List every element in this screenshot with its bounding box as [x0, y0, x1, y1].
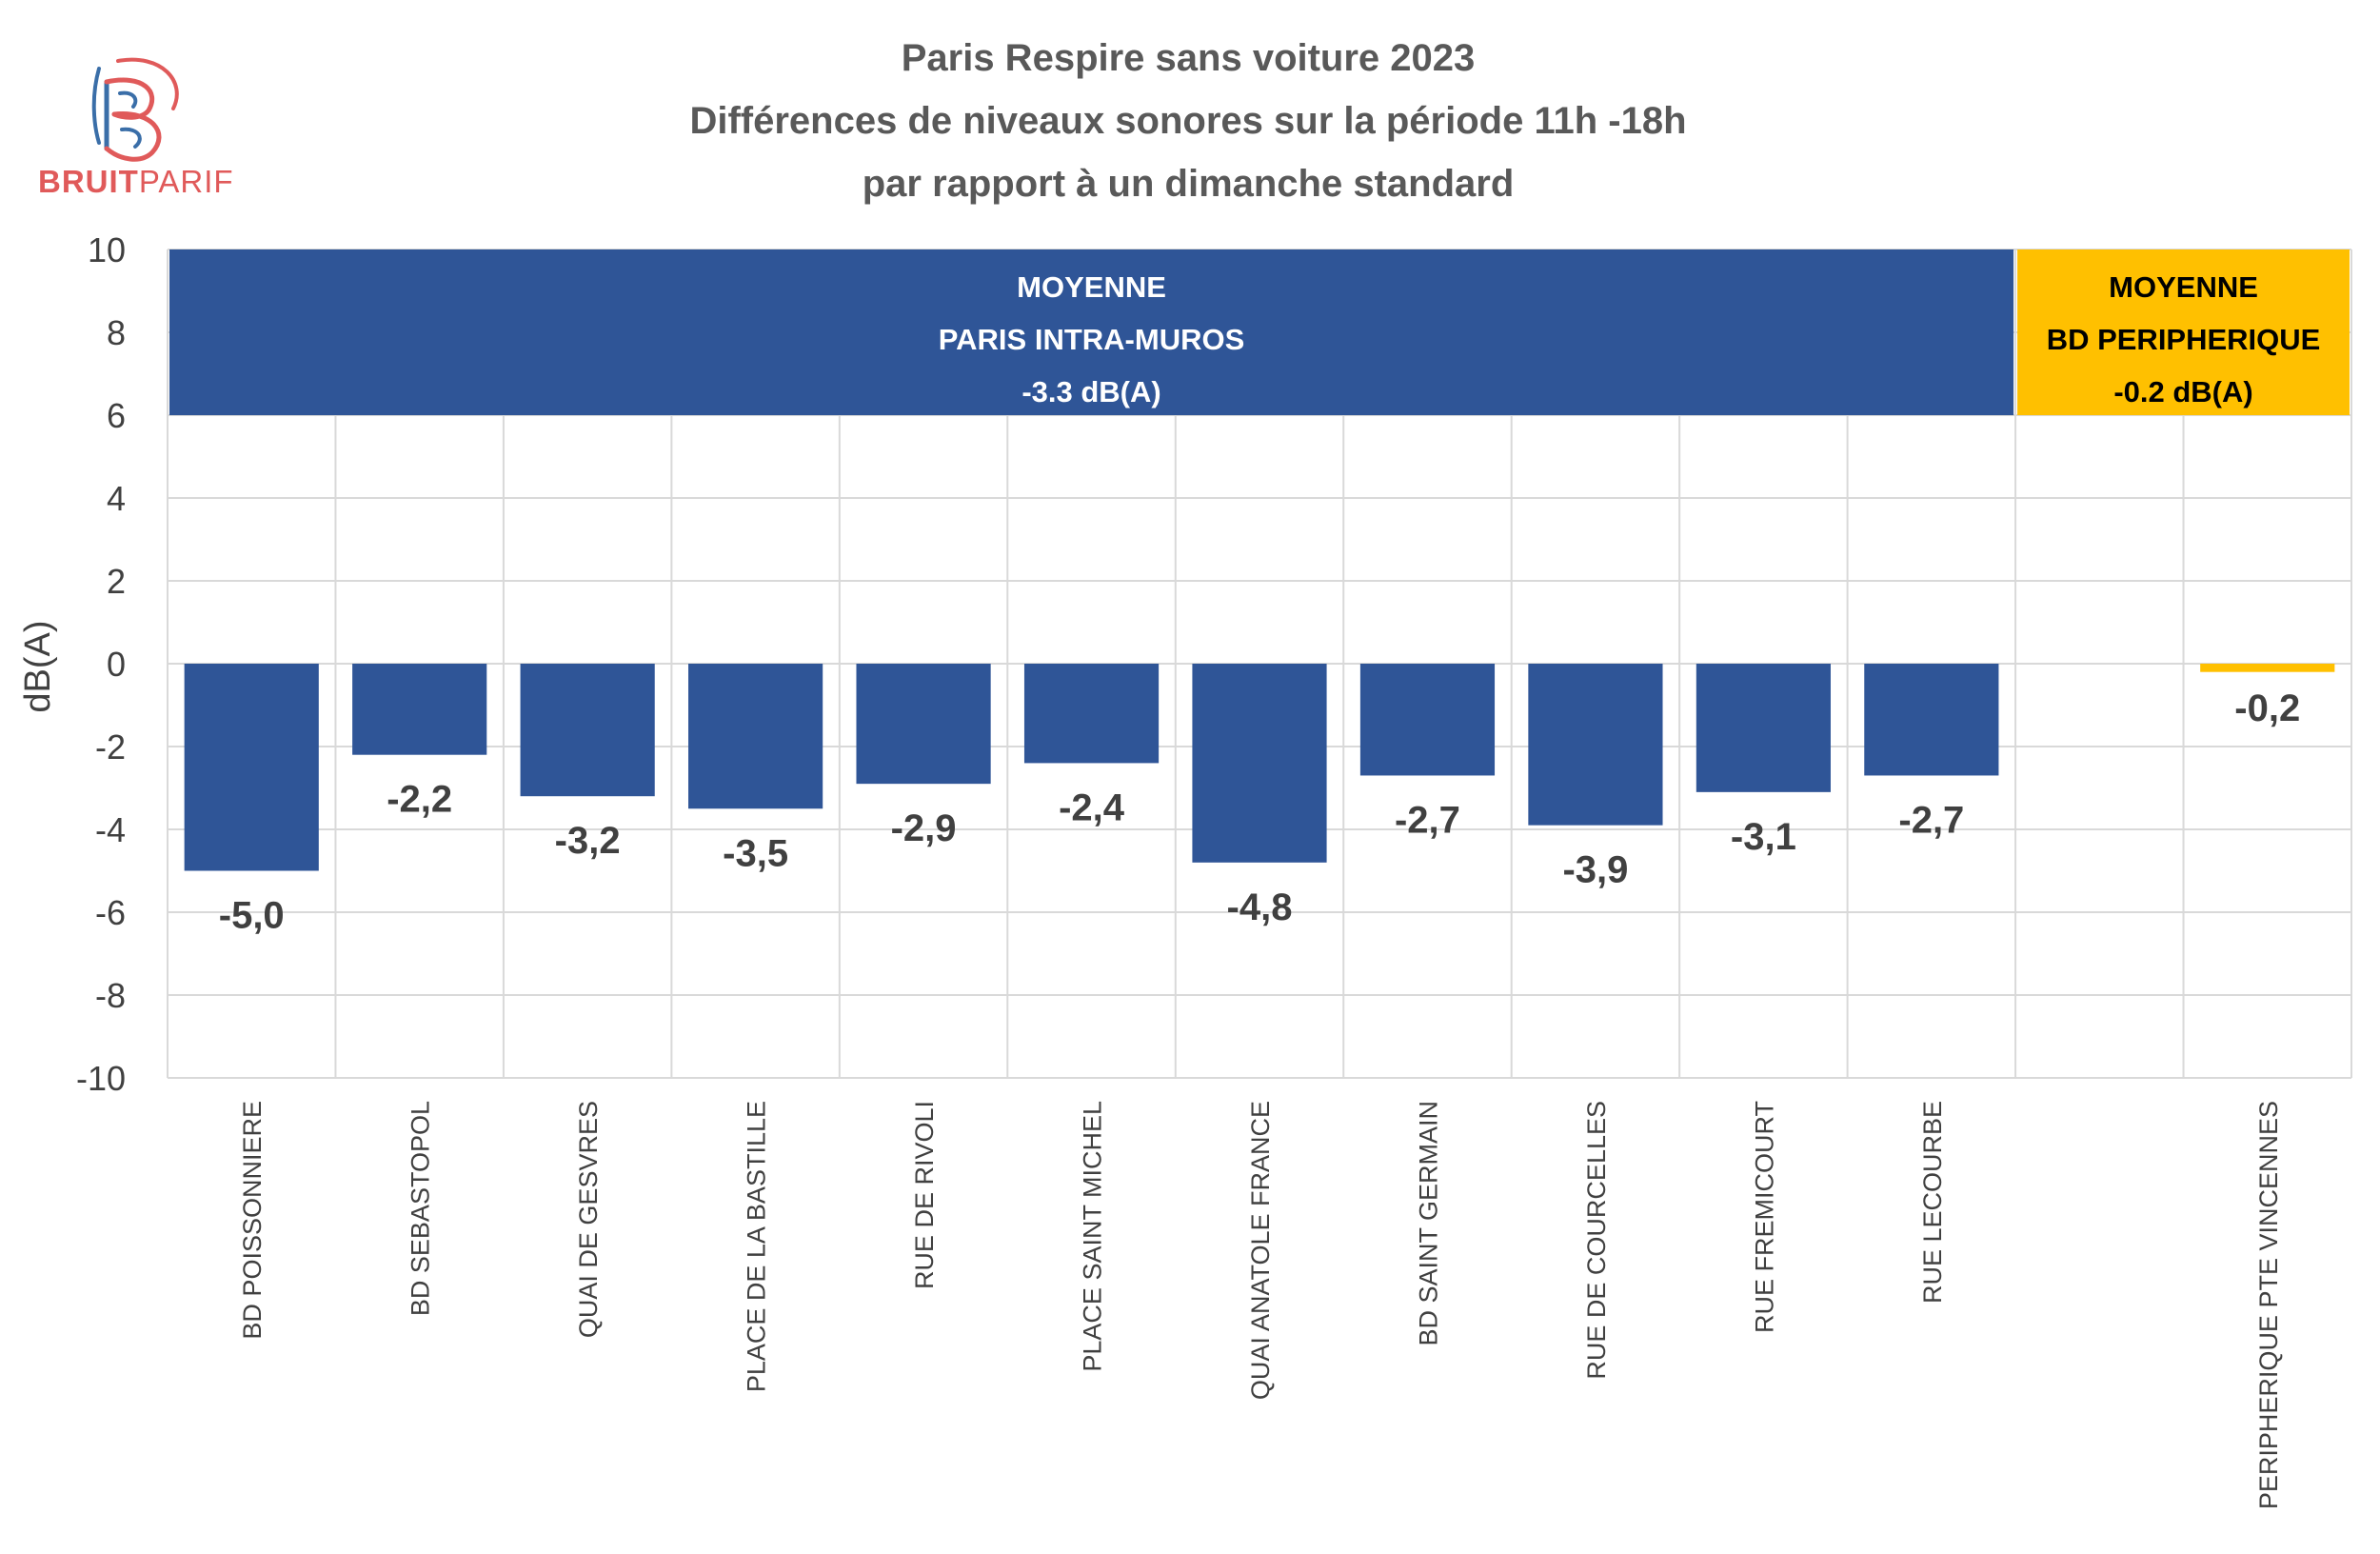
y-tick-label: 10 [88, 230, 126, 269]
value-label: -5,0 [219, 895, 285, 937]
x-category-label: RUE DE RIVOLI [910, 1101, 939, 1289]
y-tick-label: -8 [95, 976, 126, 1015]
y-tick-label: 6 [107, 396, 126, 435]
y-tick-label: -10 [76, 1059, 126, 1098]
y-tick-label: -2 [95, 727, 126, 767]
y-tick-label: 0 [107, 645, 126, 684]
bar [1864, 664, 1999, 776]
value-label: -2,7 [1898, 799, 1964, 841]
value-label: -4,8 [1227, 887, 1293, 928]
x-category-label: PLACE SAINT MICHEL [1079, 1101, 1107, 1372]
bar [856, 664, 991, 785]
y-axis-ticks: 10 8 6 4 2 0 -2 -4 -6 -8 -10 [76, 230, 126, 1098]
chart-title: Paris Respire sans voiture 2023 Différen… [689, 37, 1686, 205]
average-bands: MOYENNE PARIS INTRA-MUROS -3.3 dB(A) MOYENN… [169, 249, 2350, 415]
value-label: -2,2 [387, 779, 452, 821]
value-label: -3,9 [1562, 849, 1628, 891]
bar [1359, 664, 1496, 776]
average-band-label: -3.3 dB(A) [1021, 375, 1160, 408]
x-category-label: QUAI DE GESVRES [574, 1101, 603, 1338]
x-category-label: PLACE DE LA BASTILLE [743, 1101, 771, 1392]
bar [2200, 664, 2335, 672]
average-band-label: PARIS INTRA-MUROS [939, 323, 1244, 356]
title-line-3: par rapport à un dimanche standard [863, 163, 1515, 205]
y-tick-label: -4 [95, 810, 126, 849]
x-category-label: BD SAINT GERMAIN [1414, 1101, 1442, 1346]
bar [352, 664, 487, 755]
average-band-label: MOYENNE [2109, 270, 2258, 304]
bar [1528, 664, 1663, 826]
bar [688, 664, 823, 809]
value-label: -2,4 [1059, 787, 1125, 828]
x-category-label: RUE FREMICOURT [1750, 1101, 1778, 1333]
x-category-label: PERIPHERIQUE PTE VINCENNES [2254, 1101, 2283, 1509]
value-label: -0,2 [2234, 687, 2300, 729]
value-label: -3,1 [1731, 816, 1796, 858]
bruitparif-logo: BRUITPARIF [38, 57, 234, 199]
average-band-label: -0.2 dB(A) [2113, 375, 2252, 408]
x-category-label: RUE LECOURBE [1918, 1101, 1947, 1304]
bar [1696, 664, 1831, 792]
bruitparif-logo-mark [91, 57, 179, 162]
y-tick-label: 8 [107, 313, 126, 352]
logo-name-light: PARIF [139, 164, 234, 199]
x-category-label: BD POISSONNIERE [238, 1101, 267, 1340]
average-band [169, 249, 2014, 415]
x-category-label: BD SEBASTOPOL [407, 1101, 435, 1316]
x-category-label: RUE DE COURCELLES [1582, 1101, 1611, 1380]
bar [184, 664, 319, 871]
y-tick-label: -6 [95, 893, 126, 932]
bar [1023, 664, 1160, 764]
y-tick-label: 2 [107, 562, 126, 601]
bar [1192, 664, 1327, 863]
bar [520, 664, 655, 797]
value-label: -3,2 [555, 820, 621, 862]
title-line-2: Différences de niveaux sonores sur la pé… [689, 100, 1686, 142]
y-axis-label: dB(A) [18, 620, 58, 712]
logo-name-bold: BRUIT [38, 164, 139, 199]
average-band-label: BD PERIPHERIQUE [2047, 323, 2321, 356]
title-line-1: Paris Respire sans voiture 2023 [902, 37, 1476, 79]
x-category-label: QUAI ANATOLE FRANCE [1246, 1101, 1275, 1400]
value-label: -2,7 [1395, 799, 1460, 841]
average-band-label: MOYENNE [1017, 270, 1166, 304]
bruitparif-logo-text: BRUITPARIF [38, 164, 234, 199]
bars [184, 664, 2335, 871]
y-tick-label: 4 [107, 479, 126, 518]
average-band [2017, 249, 2350, 415]
value-label: -3,5 [723, 832, 788, 874]
value-label: -2,9 [891, 807, 957, 849]
x-axis-categories: BD POISSONNIERE BD SEBASTOPOL QUAI DE GESV… [238, 1101, 2283, 1509]
value-labels: -5,0 -2,2 -3,2 -3,5 -2,9 -2,4 -4,8 -2,7 -3,9 -3,1… [219, 687, 2300, 937]
